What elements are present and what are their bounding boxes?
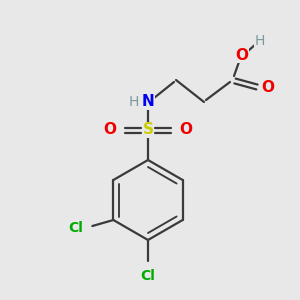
- Text: Cl: Cl: [141, 269, 155, 283]
- Text: S: S: [142, 122, 154, 137]
- Text: N: N: [142, 94, 154, 110]
- Text: H: H: [129, 95, 139, 109]
- Text: O: O: [179, 122, 193, 137]
- Text: Cl: Cl: [68, 221, 83, 235]
- Text: H: H: [255, 34, 265, 48]
- Text: O: O: [236, 47, 248, 62]
- Text: O: O: [103, 122, 116, 137]
- Text: O: O: [262, 80, 275, 95]
